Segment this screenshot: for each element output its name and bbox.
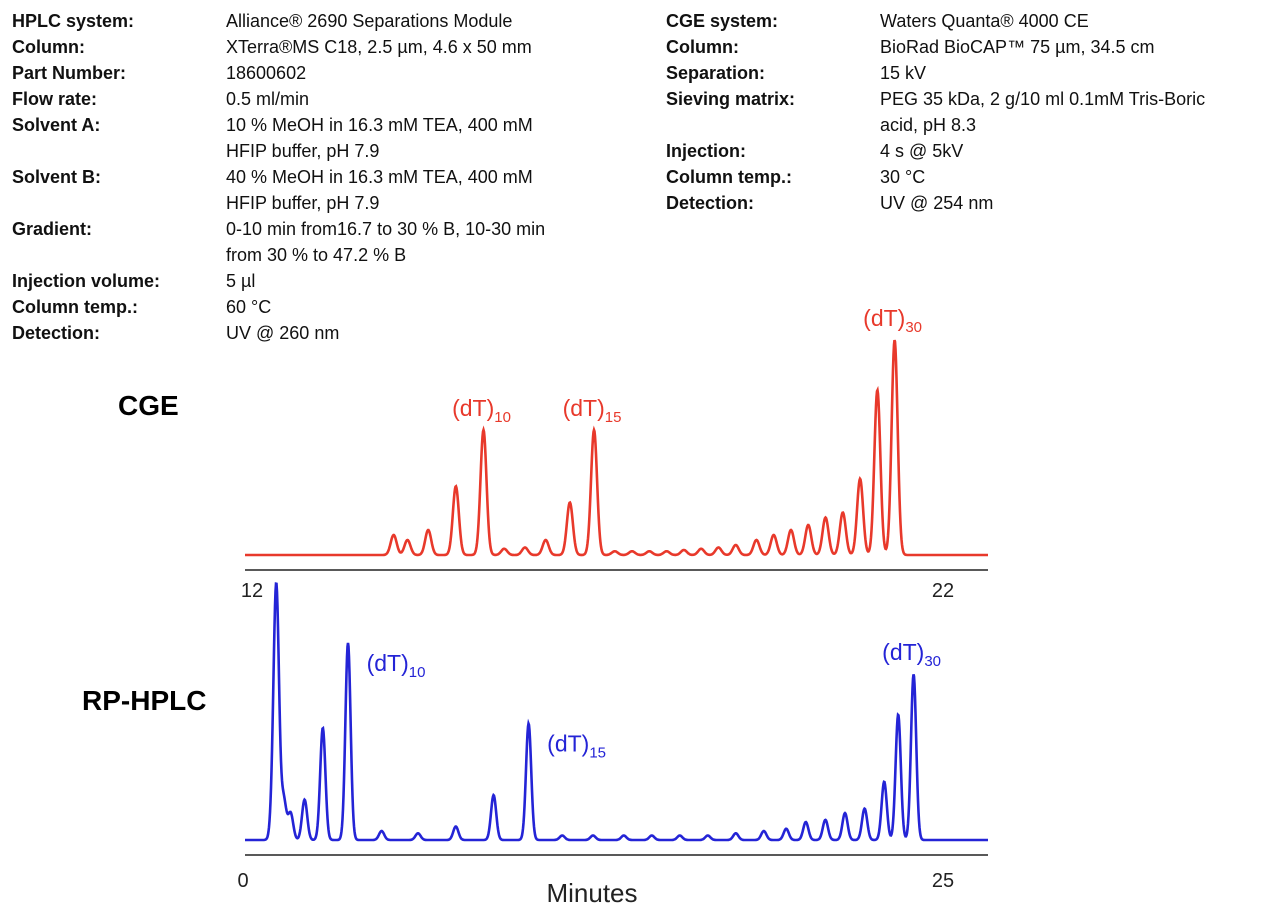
cge-spec-label: CGE system:: [666, 11, 779, 31]
hplc-spec-value: Alliance® 2690 Separations Module: [226, 11, 513, 31]
hplc-spec-value: 60 °C: [226, 297, 272, 317]
cge-peak-label-text: (dT): [452, 395, 494, 421]
hplc-spec-label: Solvent B:: [12, 167, 102, 187]
hplc-spec-row: Detection: UV @ 260 nm: [12, 320, 632, 346]
hplc-spec-label: Detection:: [12, 323, 101, 343]
hplc-spec-value: UV @ 260 nm: [226, 323, 340, 343]
cge-spec-value: 30 °C: [880, 167, 926, 187]
rp-hplc-peak-label-text: (dT): [367, 650, 409, 676]
rp-hplc-trace-line: [245, 582, 988, 842]
hplc-spec-table: HPLC system: Alliance® 2690 Separations M…: [12, 8, 632, 346]
cge-peak-label-text: (dT): [563, 395, 605, 421]
cge-trace-line: [245, 339, 988, 557]
hplc-spec-row: Gradient: 0-10 min from16.7 to 30 % B, 10…: [12, 216, 632, 268]
rp-hplc-x-tick-start: 0: [237, 870, 248, 892]
hplc-spec-value: XTerra®MS C18, 2.5 µm, 4.6 x 50 mm: [226, 37, 532, 57]
x-axis-title: Minutes: [546, 878, 637, 908]
cge-peak-label-subscript: 15: [605, 409, 622, 426]
cge-peak-label: (dT)15: [563, 395, 622, 426]
hplc-spec-row: Part Number: 18600602: [12, 60, 632, 86]
cge-spec-label: Separation:: [666, 63, 766, 83]
rp-hplc-peak-label-text: (dT): [547, 731, 589, 757]
cge-x-tick-end: 22: [932, 580, 954, 602]
hplc-spec-value: 18600602: [226, 63, 307, 83]
hplc-spec-row: HPLC system: Alliance® 2690 Separations M…: [12, 8, 632, 34]
cge-peak-label-subscript: 10: [494, 409, 511, 426]
cge-peak-label: (dT)10: [452, 395, 511, 426]
hplc-spec-label: Solvent A:: [12, 115, 101, 135]
cge-spec-row: Sieving matrix: PEG 35 kDa, 2 g/10 ml 0.1…: [666, 86, 1266, 138]
rp-hplc-peak-label-subscript: 15: [589, 745, 606, 762]
cge-spec-row: Separation: 15 kV: [666, 60, 1266, 86]
hplc-spec-label: Flow rate:: [12, 89, 98, 109]
rp-hplc-panel-title: RP-HPLC: [82, 685, 206, 716]
hplc-spec-value: 5 µl: [226, 271, 256, 291]
rp-hplc-peak-label: (dT)10: [367, 650, 426, 681]
cge-spec-value: 15 kV: [880, 63, 927, 83]
hplc-spec-row: Column: XTerra®MS C18, 2.5 µm, 4.6 x 50 m…: [12, 34, 632, 60]
cge-x-tick-start: 12: [241, 580, 263, 602]
cge-spec-row: CGE system: Waters Quanta® 4000 CE: [666, 8, 1266, 34]
cge-spec-label: Injection:: [666, 141, 746, 161]
cge-spec-row: Column: BioRad BioCAP™ 75 µm, 34.5 cm: [666, 34, 1266, 60]
cge-peak-label-text: (dT): [863, 305, 905, 331]
cge-panel: CGE 12 22 (dT)10 (dT)15(dT)30: [118, 305, 988, 602]
rp-hplc-peak-label-subscript: 10: [409, 664, 426, 681]
cge-panel-title: CGE: [118, 390, 179, 421]
cge-spec-value: Waters Quanta® 4000 CE: [880, 11, 1089, 31]
rp-hplc-peak-label: (dT)15: [547, 731, 606, 762]
rp-hplc-peak-label: (dT)30: [882, 639, 941, 670]
cge-spec-row: Column temp.: 30 °C: [666, 164, 1266, 190]
cge-spec-label: Column temp.:: [666, 167, 792, 187]
hplc-spec-value: 0.5 ml/min: [226, 89, 310, 109]
hplc-spec-value: 0-10 min from16.7 to 30 % B, 10-30 min f…: [226, 219, 546, 265]
cge-spec-row: Detection: UV @ 254 nm: [666, 190, 1266, 216]
hplc-spec-row: Solvent B: 40 % MeOH in 16.3 mM TEA, 400 …: [12, 164, 632, 216]
hplc-spec-row: Flow rate: 0.5 ml/min: [12, 86, 632, 112]
cge-spec-value: BioRad BioCAP™ 75 µm, 34.5 cm: [880, 37, 1155, 57]
hplc-spec-label: Column temp.:: [12, 297, 138, 317]
hplc-spec-row: Injection volume: 5 µl: [12, 268, 632, 294]
hplc-spec-row: Column temp.: 60 °C: [12, 294, 632, 320]
rp-hplc-x-tick-end: 25: [932, 870, 954, 892]
hplc-spec-row: Solvent A: 10 % MeOH in 16.3 mM TEA, 400 …: [12, 112, 632, 164]
cge-peak-label-subscript: 30: [905, 319, 922, 336]
hplc-spec-label: Injection volume:: [12, 271, 161, 291]
hplc-spec-label: Gradient:: [12, 219, 93, 239]
cge-spec-value: PEG 35 kDa, 2 g/10 ml 0.1mM Tris-Boric a…: [880, 89, 1206, 135]
cge-spec-row: Injection: 4 s @ 5kV: [666, 138, 1266, 164]
rp-hplc-panel: RP-HPLC 0 25 (dT)10(dT)15(dT)30 Minutes: [82, 582, 988, 908]
rp-hplc-peak-label-text: (dT): [882, 639, 924, 665]
hplc-spec-value: 40 % MeOH in 16.3 mM TEA, 400 mM HFIP bu…: [226, 167, 533, 213]
cge-spec-value: 4 s @ 5kV: [880, 141, 964, 161]
hplc-spec-label: HPLC system:: [12, 11, 135, 31]
hplc-spec-value: 10 % MeOH in 16.3 mM TEA, 400 mM HFIP bu…: [226, 115, 533, 161]
cge-spec-label: Sieving matrix:: [666, 89, 796, 109]
cge-spec-value: UV @ 254 nm: [880, 193, 994, 213]
hplc-spec-label: Part Number:: [12, 63, 127, 83]
cge-peak-label: (dT)30: [863, 305, 922, 336]
hplc-spec-label: Column:: [12, 37, 85, 57]
rp-hplc-peak-label-subscript: 30: [924, 653, 941, 670]
cge-spec-label: Detection:: [666, 193, 755, 213]
cge-spec-label: Column:: [666, 37, 739, 57]
cge-spec-table: CGE system: Waters Quanta® 4000 CE Column:…: [666, 8, 1266, 216]
